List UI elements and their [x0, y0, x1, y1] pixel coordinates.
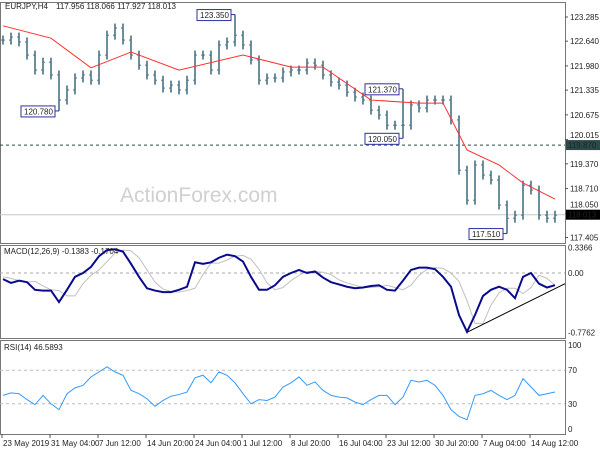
price-axis-label: 123.285: [570, 13, 599, 22]
current-price-tag: 118.013: [568, 211, 597, 220]
price-tag-box: [566, 209, 600, 220]
macd-main-line: [2, 248, 556, 335]
rsi-axis-label: 30: [568, 400, 577, 409]
annotation-label: 120.780: [24, 107, 53, 116]
annotation-box: [20, 105, 56, 118]
macd-axis-label: 0.00: [568, 269, 584, 278]
annotation-box: [364, 83, 400, 96]
price-axis-label: 118.050: [570, 201, 599, 210]
annotation-box: [196, 9, 232, 22]
annotation-label: 120.050: [368, 135, 397, 144]
rsi-line: [2, 366, 556, 421]
macd-axis-label: 0.3366: [568, 243, 593, 252]
annotation-label: 121.370: [368, 85, 397, 94]
price-axis-label: 122.640: [570, 37, 599, 46]
price-axis-label: 120.675: [570, 111, 599, 120]
price-axis-label: 121.980: [570, 62, 599, 71]
watermark: ActionForex.com: [120, 184, 278, 207]
rsi-axis-label: 0: [568, 425, 573, 434]
time-axis-label: 7 Aug 04:00: [483, 439, 526, 448]
time-axis-label: 14 Jun 20:00: [147, 439, 194, 448]
time-axis-label: 23 Jul 12:00: [387, 439, 431, 448]
macd-signal-line: [2, 249, 556, 324]
moving-average-line: [2, 25, 556, 200]
rsi-axis-label: 70: [568, 366, 577, 375]
time-axis-label: 8 Jul 20:00: [291, 439, 331, 448]
rsi-panel-frame: [0, 340, 566, 435]
price-axis-label: 120.015: [570, 131, 599, 140]
time-axis-label: 30 Jul 20:00: [435, 439, 479, 448]
annotation-box: [468, 228, 504, 241]
rsi-axis-label: 100: [568, 341, 582, 350]
price-panel[interactable]: 123.285 122.640 121.980 121.335 120.675 120.0…: [0, 2, 600, 244]
time-axis-label: 16 Jul 04:00: [339, 439, 383, 448]
time-axis-label: 23 May 2019: [3, 439, 50, 448]
time-axis-label: 14 Aug 12:00: [531, 439, 579, 448]
ohlc-readout: 117.956 118.066 117.927 118.013: [56, 2, 177, 11]
price-axis-label: 118.710: [570, 185, 599, 194]
rsi-panel[interactable]: 100 70 30 0: [0, 340, 582, 435]
macd-title: MACD(12,26,9) -0.1383 -0.1704: [4, 247, 119, 256]
annotation-label: 123.350: [200, 11, 229, 20]
macd-trendline: [466, 283, 566, 333]
macd-panel-frame: [0, 245, 566, 339]
price-axis-label: 119.370: [570, 160, 599, 169]
time-axis-label: 24 Jun 04:00: [195, 439, 242, 448]
price-axis-label: 121.335: [570, 86, 599, 95]
time-axis: 23 May 2019 31 May 04:00 7 Jun 12:00 14 Jun…: [1, 434, 579, 448]
annotation-label: 117.510: [472, 230, 501, 239]
symbol-label: EURJPY,H4: [5, 2, 49, 11]
price-panel-frame: [0, 2, 566, 244]
time-axis-label: 7 Jun 12:00: [99, 439, 141, 448]
time-axis-label: 31 May 04:00: [51, 439, 100, 448]
price-tag-box: [566, 140, 600, 151]
annotation-box: [364, 132, 400, 145]
macd-axis-label: -0.7762: [568, 328, 596, 337]
price-axis-label: 117.405: [570, 234, 599, 243]
rsi-title: RSI(14) 46.5893: [4, 343, 63, 352]
level-price-tag: 119.870: [568, 141, 597, 150]
macd-panel[interactable]: 0.3366 0.00 -0.7762: [0, 243, 596, 339]
time-axis-label: 1 Jul 12:00: [243, 439, 283, 448]
